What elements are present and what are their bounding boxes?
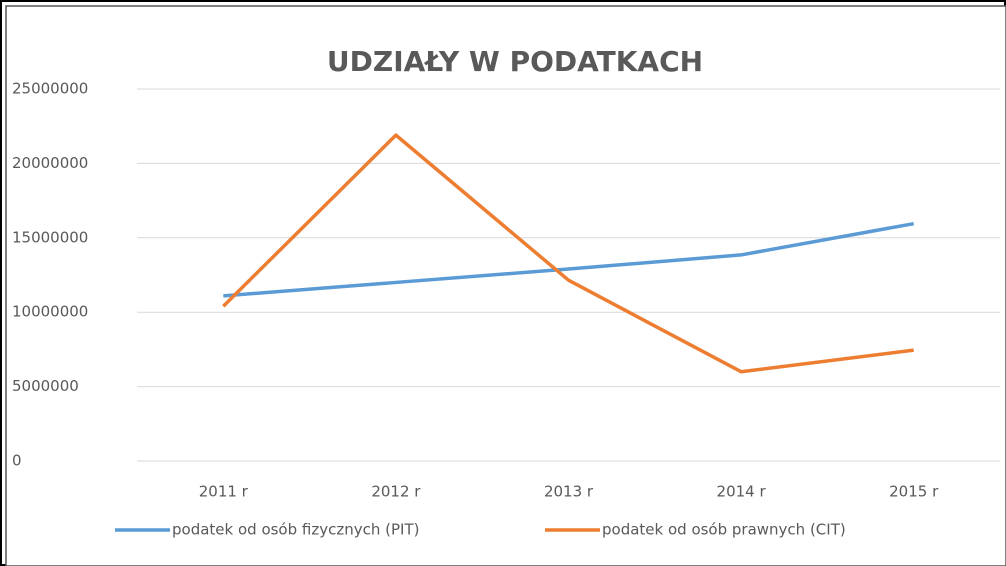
chart-title: UDZIAŁY W PODATKACH xyxy=(327,45,703,78)
series-line xyxy=(222,133,914,374)
y-tick-label: 25000000 xyxy=(12,80,88,98)
legend-label: podatek od osób fizycznych (PIT) xyxy=(172,521,419,539)
x-tick-label: 2012 r xyxy=(371,483,421,501)
x-tick-label: 2011 r xyxy=(199,483,249,501)
legend-label: podatek od osób prawnych (CIT) xyxy=(602,521,846,539)
y-tick-label: 10000000 xyxy=(12,303,88,321)
x-tick-label: 2015 r xyxy=(889,483,939,501)
inner-frame xyxy=(5,5,1006,566)
x-tick-label: 2014 r xyxy=(717,483,767,501)
y-tick-label: 20000000 xyxy=(12,154,88,172)
series-line xyxy=(223,221,915,298)
y-tick-label: 5000000 xyxy=(12,377,79,395)
y-tick-label: 15000000 xyxy=(12,228,88,246)
x-tick-label: 2013 r xyxy=(544,483,594,501)
y-tick-label: 0 xyxy=(12,452,22,470)
